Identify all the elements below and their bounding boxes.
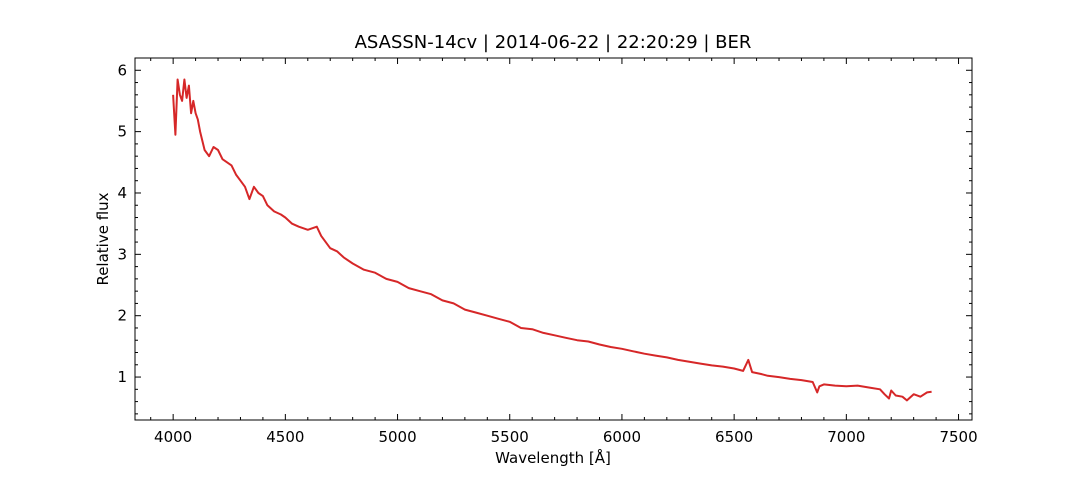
x-tick-label: 7000	[827, 428, 865, 446]
chart-title: ASASSN-14cv | 2014-06-22 | 22:20:29 | BE…	[355, 32, 752, 53]
x-tick-label: 5500	[491, 428, 529, 446]
axis-ticks	[135, 57, 972, 420]
x-axis-label: Wavelength [Å]	[495, 448, 611, 467]
y-tick-label: 5	[117, 123, 127, 141]
y-tick-label: 4	[117, 184, 127, 202]
y-tick-label: 1	[117, 368, 127, 386]
x-tick-label: 6500	[715, 428, 753, 446]
x-tick-label: 7500	[939, 428, 977, 446]
y-tick-label: 2	[117, 307, 127, 325]
x-tick-label: 5000	[378, 428, 416, 446]
x-tick-label: 4000	[154, 428, 192, 446]
y-tick-label: 3	[117, 245, 127, 263]
spectrum-line	[172, 78, 932, 402]
x-tick-labels: 4000 4500 5000 5500 6000 6500 7000 7500	[154, 428, 978, 446]
y-axis-label: Relative flux	[94, 192, 112, 285]
x-tick-label: 6000	[603, 428, 641, 446]
x-tick-label: 4500	[266, 428, 304, 446]
y-tick-labels: 1 2 3 4 5 6	[117, 61, 127, 386]
y-tick-label: 6	[117, 61, 127, 79]
plot-frame	[134, 57, 973, 421]
